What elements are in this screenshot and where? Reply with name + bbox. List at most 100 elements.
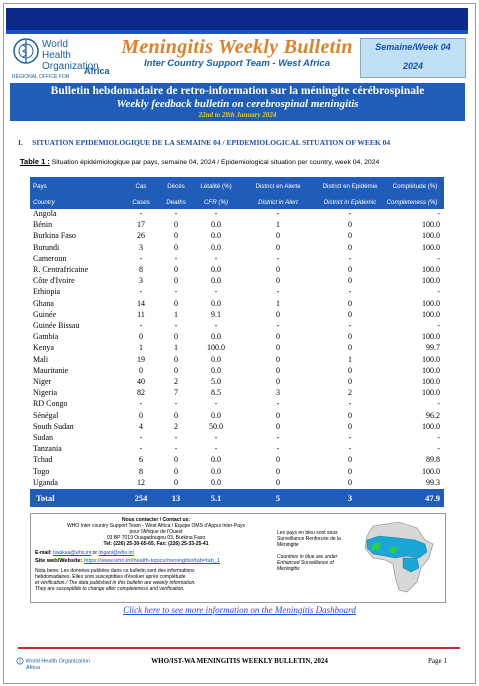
cell-alert: 0 (276, 410, 280, 420)
note-line2: hebdomadaires. Elles sont susceptibles d… (35, 574, 186, 580)
contact-box: Nous contacter / Contact us: WHO Inter c… (30, 513, 446, 603)
cell-epidemic: 0 (348, 365, 352, 375)
cell-alert: 0 (276, 365, 280, 375)
header-completeness-fr: Complétude (%) (392, 183, 438, 190)
cell-country: Mauritanie (33, 365, 69, 375)
cell-completeness: 100.0 (422, 365, 440, 375)
cell-alert: 3 (276, 388, 280, 398)
table-header: Pays Country Cas Cases Décès Deaths Léta… (30, 177, 444, 209)
cell-cfr: 0.0 (211, 231, 221, 241)
cell-cases: 12 (137, 477, 145, 487)
total-epidemic: 3 (347, 493, 353, 503)
cell-epidemic: - (348, 287, 352, 297)
cell-completeness: 99.3 (426, 477, 440, 487)
email-separator: or (92, 550, 98, 556)
cell-alert: 0 (276, 354, 280, 364)
cell-completeness: 100.0 (422, 332, 440, 342)
table-row: Uganda 12 0 0.0 0 0 99.3 (30, 478, 444, 488)
cell-completeness: 89.8 (426, 455, 440, 465)
cell-completeness: 100.0 (422, 466, 440, 476)
cell-cases: 1 (139, 343, 143, 353)
table-row: Côte d'Ivoire 3 0 0.0 0 0 100.0 (30, 276, 444, 286)
cell-alert: 0 (276, 265, 280, 274)
cell-completeness: - (437, 321, 440, 330)
map-legend-fr-2: Surveillance Renforcée de la (277, 536, 341, 542)
email-link-2[interactable]: lingani@who.int (98, 550, 134, 556)
cell-deaths: 0 (174, 231, 178, 241)
cell-epidemic: - (348, 399, 352, 409)
cell-cfr: 0.0 (211, 477, 221, 487)
cell-country: Ghana (33, 298, 54, 308)
cell-deaths: 0 (174, 220, 178, 230)
cell-deaths: 0 (174, 276, 178, 286)
dashboard-link[interactable]: Click here to see more information on th… (123, 605, 356, 615)
cell-deaths: - (174, 253, 178, 263)
table-caption-text: Situation épidémiologique par pays, sema… (51, 159, 380, 166)
cell-deaths: 0 (174, 365, 178, 375)
cell-cases: - (139, 399, 143, 409)
cell-cfr: 0.0 (211, 242, 221, 252)
cell-epidemic: 1 (348, 354, 352, 364)
cell-cfr: 5.0 (211, 377, 221, 386)
banner-title-fr: Bulletin hebdomadaire de retro-informati… (50, 85, 425, 97)
contact-line2: pour l'Afrique de l'Ouest (129, 529, 183, 535)
cell-country: Tanzania (33, 444, 62, 454)
cell-epidemic: 0 (348, 343, 352, 353)
cell-cases: 40 (137, 377, 145, 386)
contact-line1: WHO Inter country Support Team - West Af… (66, 523, 246, 529)
cell-deaths: 0 (174, 466, 178, 476)
cell-epidemic: - (348, 253, 352, 263)
cell-completeness: - (437, 209, 440, 218)
week-box: Semaine/Week 04 2024 (360, 38, 466, 78)
cell-alert: 0 (276, 343, 280, 353)
cell-country: Bénin (33, 220, 53, 230)
table-row: RD Congo - - - - - - (30, 399, 444, 409)
cell-epidemic: 0 (348, 298, 352, 308)
cell-country: Gambia (33, 332, 59, 342)
website-label: Site web/Website: (35, 558, 83, 564)
bulletin-subtitle: Inter Country Support Team - West Africa (144, 58, 330, 69)
cell-deaths: 1 (174, 343, 178, 353)
table-row: Nigeria 82 7 8.5 3 2 100.0 (30, 388, 444, 398)
header-epidemic-en: District in Epidemic (323, 199, 377, 206)
title-banner: Bulletin hebdomadaire de retro-informati… (10, 83, 465, 121)
table-row: Sénégal 0 0 0.0 0 0 96.2 (30, 411, 444, 421)
contact-phone: Tel: (226) 25-30-65-65, Fax: (226) 25-33… (103, 541, 209, 547)
header-cases-en: Cases (132, 199, 150, 206)
total-completeness: 47.9 (425, 493, 440, 503)
cell-country: Togo (33, 466, 50, 476)
cell-deaths: 0 (174, 332, 178, 342)
cell-cases: 17 (137, 220, 145, 230)
cell-cases: 82 (137, 388, 145, 398)
note-line4: They are susceptible to change after com… (35, 586, 185, 592)
cell-completeness: 100.0 (422, 220, 440, 230)
cell-cases: - (139, 253, 143, 263)
website-link[interactable]: https://www.who.int/health-topics/mening… (84, 558, 221, 564)
table-row: Angola - - - - - - (30, 209, 444, 219)
top-accent-bar (6, 30, 468, 34)
cell-cfr: - (214, 321, 218, 330)
cell-epidemic: 0 (348, 332, 352, 342)
cell-cfr: - (214, 433, 218, 442)
footer-who-name: World Health Organization (25, 658, 90, 665)
cell-cfr: - (214, 399, 218, 409)
cell-cases: 0 (139, 332, 143, 342)
who-emblem-icon (13, 38, 39, 64)
table-row: R. Centrafricaine 8 0 0.0 0 0 100.0 (30, 265, 444, 275)
total-label: Total (36, 493, 55, 503)
header-cases-fr: Cas (135, 183, 147, 190)
map-legend-en-2: Enhanced Surveillance of (277, 560, 334, 566)
cell-alert: 0 (276, 377, 280, 386)
cell-completeness: 100.0 (422, 354, 440, 364)
cell-epidemic: 0 (348, 455, 352, 465)
cell-cfr: 0.0 (211, 455, 221, 465)
cell-cfr: 0.0 (211, 466, 221, 476)
email-link-1[interactable]: bwakaa@who.int (53, 550, 92, 556)
cell-cfr: - (214, 444, 218, 454)
cell-cfr: 0.0 (211, 365, 221, 375)
cell-deaths: - (174, 321, 178, 330)
cell-alert: - (276, 321, 280, 330)
cell-cases: - (139, 209, 143, 218)
cell-alert: 0 (276, 455, 280, 465)
table-row: Tanzania - - - - - - (30, 444, 444, 454)
